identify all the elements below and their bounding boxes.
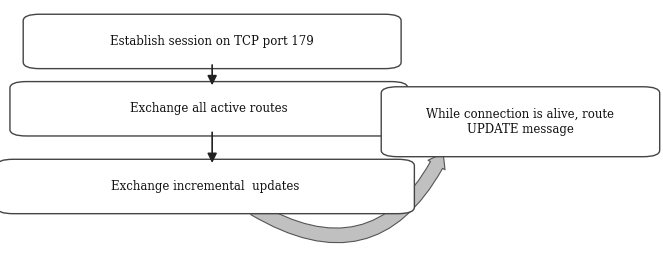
Text: While connection is alive, route
UPDATE message: While connection is alive, route UPDATE …: [426, 108, 615, 136]
FancyBboxPatch shape: [23, 14, 401, 69]
FancyBboxPatch shape: [381, 87, 660, 157]
FancyArrowPatch shape: [251, 153, 445, 243]
FancyBboxPatch shape: [10, 82, 408, 136]
Text: Exchange all active routes: Exchange all active routes: [130, 102, 288, 115]
Text: Exchange incremental  updates: Exchange incremental updates: [111, 180, 300, 193]
Text: Establish session on TCP port 179: Establish session on TCP port 179: [110, 35, 314, 48]
FancyBboxPatch shape: [0, 159, 414, 214]
